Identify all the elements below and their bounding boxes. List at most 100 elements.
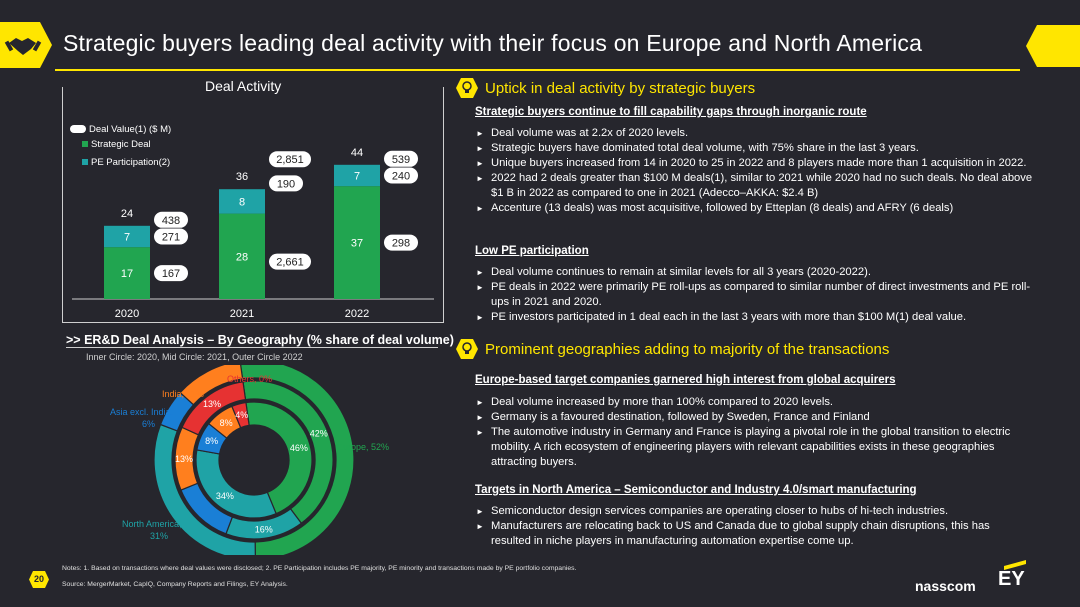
geo-outer-label: Asia excl. India, 6% <box>110 407 173 429</box>
deal-value-pill <box>384 167 418 184</box>
geo-outer-label: Europe, 52% <box>337 442 389 452</box>
geo-chart-subtitle: Inner Circle: 2020, Mid Circle: 2021, Ou… <box>86 352 303 362</box>
section2-bullets1: Deal volume increased by more than 100% … <box>476 395 1016 470</box>
deal-activity-title: Deal Activity <box>195 78 292 94</box>
ey-logo: EY <box>998 568 1025 590</box>
section1-bullet-2: Unique buyers increased from 14 in 2020 … <box>476 156 1036 171</box>
geo-outer-label: North America, 31% <box>122 519 182 541</box>
deal-value-pill <box>384 150 418 167</box>
bar-strategic <box>104 247 150 299</box>
label-pe-volume: 7 <box>124 231 130 243</box>
deal-value-pill <box>269 151 311 168</box>
label-pe-volume: 7 <box>354 170 360 182</box>
legend-strategic-label: Strategic Deal <box>91 139 151 150</box>
deal-value-pill <box>154 228 188 245</box>
deal-value-pill <box>269 175 303 192</box>
donut-segment-label: 13% <box>175 454 193 464</box>
deal-value-label: 2,851 <box>276 154 304 166</box>
section2-na-bullet-1: Manufacturers are relocating back to US … <box>476 519 1016 549</box>
donut-segment-2020 <box>245 401 313 515</box>
legend-pe-label: PE Participation(2) <box>91 157 171 168</box>
source-line: Source: MergerMarket, CapIQ, Company Rep… <box>62 581 288 588</box>
donut-segment-label: 8% <box>220 418 233 428</box>
section2-heading: Prominent geographies adding to majority… <box>485 341 890 358</box>
section1-heading: Uptick in deal activity by strategic buy… <box>485 80 756 97</box>
handshake-icon-badge <box>0 22 52 68</box>
donut-segment-label: 13% <box>203 399 221 409</box>
donut-segment-2022 <box>179 365 244 406</box>
donut-segment-label: 34% <box>216 491 234 501</box>
hexagon-decoration <box>1026 25 1080 67</box>
bar-pe <box>104 225 150 248</box>
deal-value-label: 298 <box>392 238 410 250</box>
x-tick-label: 2020 <box>115 308 139 320</box>
section1-subheading1: Strategic buyers continue to fill capabi… <box>475 106 867 118</box>
legend-deal-value: Deal Value(1) ($ M) <box>70 124 171 135</box>
page-number: 20 <box>33 574 44 584</box>
section1-lowpe-bullet-0: Deal volume continues to remain at simil… <box>476 265 1036 280</box>
deal-value-label: 167 <box>162 268 180 280</box>
deal-value-label: 271 <box>162 231 180 243</box>
section2-europe-bullet-1: Germany is a favoured destination, follo… <box>476 410 1016 425</box>
deal-activity-chart: 17 7 24 2020 167 271 438 28 8 36 2021 2,661 190 2,851… <box>72 147 434 320</box>
deal-value-pill <box>384 234 418 251</box>
bar-strategic <box>334 186 380 299</box>
deal-value-pill <box>154 265 188 282</box>
section1-lowpe-bullet-2: PE investors participated in 1 deal each… <box>476 310 1036 325</box>
geo-chart-title: >> ER&D Deal Analysis – By Geography (% … <box>66 333 454 347</box>
x-tick-label: 2021 <box>230 308 254 320</box>
x-tick-label: 2022 <box>345 308 369 320</box>
geography-donut-chart: 46%34%8%8%4%42%16%13%13%Europe, 52%North… <box>110 365 389 555</box>
geo-outer-label: Others, 0% <box>227 374 272 384</box>
label-strategic-volume: 17 <box>121 268 133 280</box>
section2-bullets2: Semiconductor design services companies … <box>476 504 1016 549</box>
label-total-volume: 36 <box>236 171 248 183</box>
donut-segment-label: 4% <box>235 410 248 420</box>
lightbulb-icon <box>456 339 478 359</box>
label-strategic-volume: 37 <box>351 238 363 250</box>
page-number-badge <box>29 571 49 588</box>
donut-segment-label: 16% <box>255 524 273 534</box>
section1-bullets2: Deal volume continues to remain at simil… <box>476 265 1036 325</box>
deal-value-label: 190 <box>277 178 295 190</box>
section2-subheading1: Europe-based target companies garnered h… <box>475 374 896 386</box>
legend-deal-value-label: Deal Value(1) ($ M) <box>89 124 172 135</box>
lightbulb-icon <box>456 78 478 98</box>
label-pe-volume: 8 <box>239 196 245 208</box>
deal-value-pill <box>154 211 188 228</box>
section1-bullet-1: Strategic buyers have dominated total de… <box>476 141 1036 156</box>
donut-segment-label: 46% <box>290 443 308 453</box>
deal-value-label: 240 <box>392 170 410 182</box>
label-total-volume: 44 <box>351 147 363 159</box>
title-underline <box>55 69 1020 71</box>
section1-bullet-3: 2022 had 2 deals greater than $100 M dea… <box>476 171 1036 201</box>
donut-segment-label: 8% <box>205 436 218 446</box>
deal-value-label: 539 <box>392 154 410 166</box>
nasscom-logo: nasscom <box>915 578 976 594</box>
legend-pe: PE Participation(2) <box>82 157 170 168</box>
deal-value-label: 2,661 <box>276 257 304 269</box>
geo-outer-label: India, 11% <box>162 389 204 399</box>
page-title: Strategic buyers leading deal activity w… <box>63 30 923 56</box>
section2-na-bullet-0: Semiconductor design services companies … <box>476 504 1016 519</box>
deal-value-label: 438 <box>162 215 180 227</box>
bar-strategic <box>219 213 265 299</box>
section2-europe-bullet-0: Deal volume increased by more than 100% … <box>476 395 1016 410</box>
legend-strategic: Strategic Deal <box>82 139 151 150</box>
section1-bullet-4: Accenture (13 deals) was most acquisitiv… <box>476 201 1036 216</box>
bar-pe <box>219 189 265 214</box>
label-total-volume: 24 <box>121 208 133 220</box>
section1-subheading2: Low PE participation <box>475 245 589 257</box>
geo-title-underline <box>66 347 438 348</box>
deal-activity-panel <box>62 87 444 323</box>
bar-pe <box>334 164 380 187</box>
donut-segment-2020 <box>231 401 250 429</box>
donut-segment-label: 42% <box>310 428 328 438</box>
deal-value-pill <box>269 253 311 270</box>
footnotes: Notes: 1. Based on transactions where de… <box>62 565 577 572</box>
donut-segment-2022 <box>240 365 355 555</box>
donut-segment-2021 <box>181 381 247 436</box>
section1-bullet-0: Deal volume was at 2.2x of 2020 levels. <box>476 126 1036 141</box>
section2-europe-bullet-2: The automotive industry in Germany and F… <box>476 425 1016 470</box>
label-strategic-volume: 28 <box>236 251 248 263</box>
